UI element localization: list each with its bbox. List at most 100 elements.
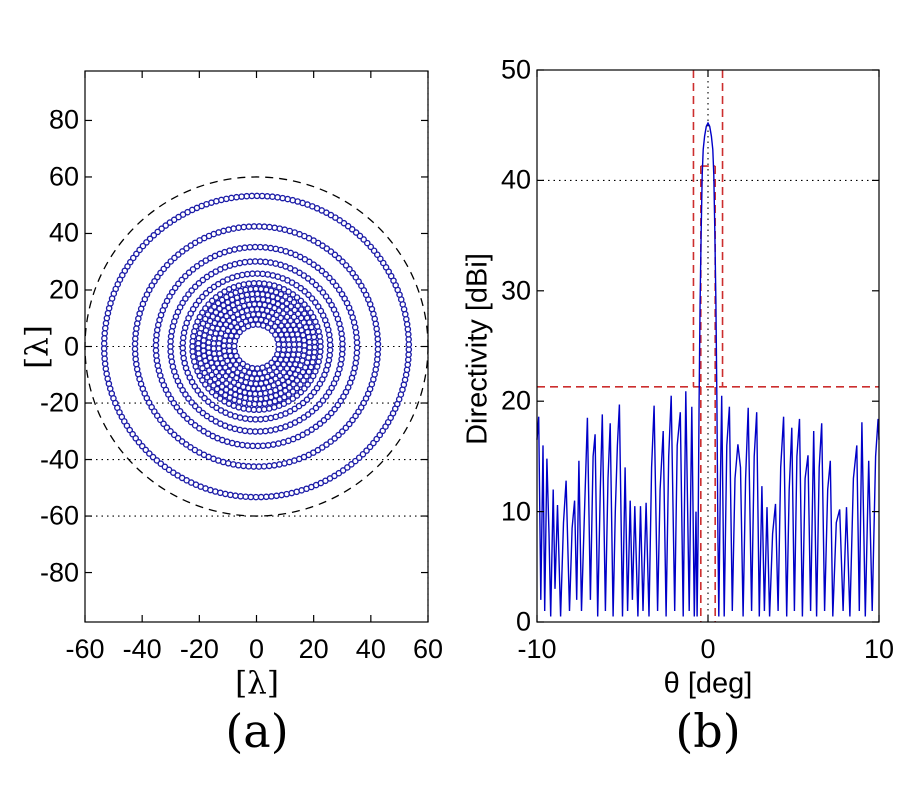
array-element-marker (338, 290, 346, 298)
array-element-marker (173, 403, 181, 411)
panel-b-xlabel: θ [deg] (663, 667, 753, 700)
array-element-marker (353, 344, 361, 351)
array-element-marker (285, 378, 292, 386)
array-element-marker (257, 493, 265, 501)
array-element-marker (103, 314, 111, 322)
array-element-marker (267, 259, 274, 266)
array-element-marker (283, 306, 290, 313)
x-tick-label: 40 (355, 634, 386, 664)
array-element-marker (176, 407, 184, 415)
array-element-marker (316, 420, 324, 427)
array-element-marker (246, 390, 254, 397)
array-element-marker (337, 360, 344, 368)
array-element-marker (268, 493, 275, 500)
array-element-marker (338, 335, 346, 343)
array-element-marker (289, 395, 297, 402)
array-element-marker (241, 258, 249, 266)
array-element-marker (228, 439, 236, 447)
array-element-marker (274, 194, 281, 201)
array-element-marker (250, 385, 257, 393)
array-element-marker (157, 269, 164, 277)
array-element-marker (351, 364, 359, 372)
array-element-marker (260, 406, 268, 413)
array-element-marker (129, 254, 137, 262)
array-element-marker (225, 342, 233, 350)
array-element-marker (248, 192, 256, 200)
array-element-marker (352, 329, 360, 336)
array-element-marker (295, 402, 303, 410)
array-element-marker (379, 259, 387, 267)
array-element-marker (325, 326, 332, 334)
array-element-marker (262, 394, 270, 402)
array-element-marker (207, 307, 215, 314)
array-element-marker (324, 413, 331, 421)
array-element-marker (277, 365, 284, 372)
y-tick-label: -20 (39, 387, 79, 418)
array-element-marker (216, 364, 223, 372)
array-element-marker (237, 492, 244, 500)
array-element-marker (203, 273, 211, 281)
array-element-marker (272, 245, 280, 253)
array-element-marker (374, 345, 382, 353)
array-element-marker (282, 387, 289, 394)
array-element-marker (182, 272, 189, 280)
array-element-marker (273, 492, 280, 500)
array-element-marker (376, 431, 384, 439)
array-element-marker (241, 399, 248, 407)
y-tick-label: 50 (500, 54, 531, 85)
array-element-marker (317, 343, 324, 350)
array-element-marker (250, 463, 258, 470)
array-element-marker (236, 245, 243, 252)
array-element-marker (260, 463, 268, 470)
array-element-marker (249, 442, 256, 450)
array-element-marker (262, 244, 269, 251)
array-element-marker (153, 357, 161, 364)
array-element-marker (171, 284, 179, 292)
array-element-marker (232, 361, 240, 368)
x-tick-label: 60 (412, 634, 444, 664)
y-tick-label: 20 (48, 274, 79, 305)
array-element-marker (254, 442, 262, 450)
array-element-marker (182, 441, 190, 448)
array-element-marker (249, 270, 256, 278)
y-tick-label: 30 (500, 275, 531, 306)
array-element-marker (250, 406, 258, 414)
array-element-marker (329, 278, 337, 286)
array-element-marker (287, 317, 294, 324)
array-element-marker (265, 462, 273, 470)
array-element-marker (269, 272, 277, 279)
y-tick-label: 40 (500, 164, 531, 195)
array-element-marker (403, 320, 411, 328)
array-element-marker (264, 441, 272, 449)
array-element-marker (239, 441, 246, 449)
array-element-marker (251, 400, 258, 408)
array-element-marker (241, 389, 249, 396)
array-element-marker (269, 193, 276, 201)
array-element-marker (314, 264, 322, 271)
array-element-marker (280, 346, 288, 354)
array-element-marker (262, 286, 270, 293)
array-element-marker (340, 219, 348, 227)
array-element-marker (251, 258, 259, 265)
y-tick-label: 0 (63, 331, 79, 361)
x-tick-label: 0 (700, 634, 716, 664)
array-element-marker (242, 493, 249, 501)
array-element-marker (289, 388, 297, 395)
array-element-marker (353, 339, 361, 346)
array-element-marker (301, 310, 308, 317)
array-element-marker (255, 463, 263, 470)
array-element-marker (344, 464, 351, 471)
array-element-marker (223, 380, 230, 387)
array-element-marker (306, 344, 313, 351)
array-element-marker (241, 244, 249, 252)
array-element-marker (246, 428, 254, 435)
array-element-marker (247, 493, 255, 501)
array-element-marker (175, 280, 182, 288)
array-element-marker (154, 321, 162, 329)
array-element-marker (153, 326, 161, 334)
array-element-marker (152, 347, 160, 354)
array-element-marker (229, 461, 237, 468)
array-element-marker (251, 243, 259, 251)
array-element-marker (203, 374, 211, 381)
array-element-marker (278, 322, 285, 329)
